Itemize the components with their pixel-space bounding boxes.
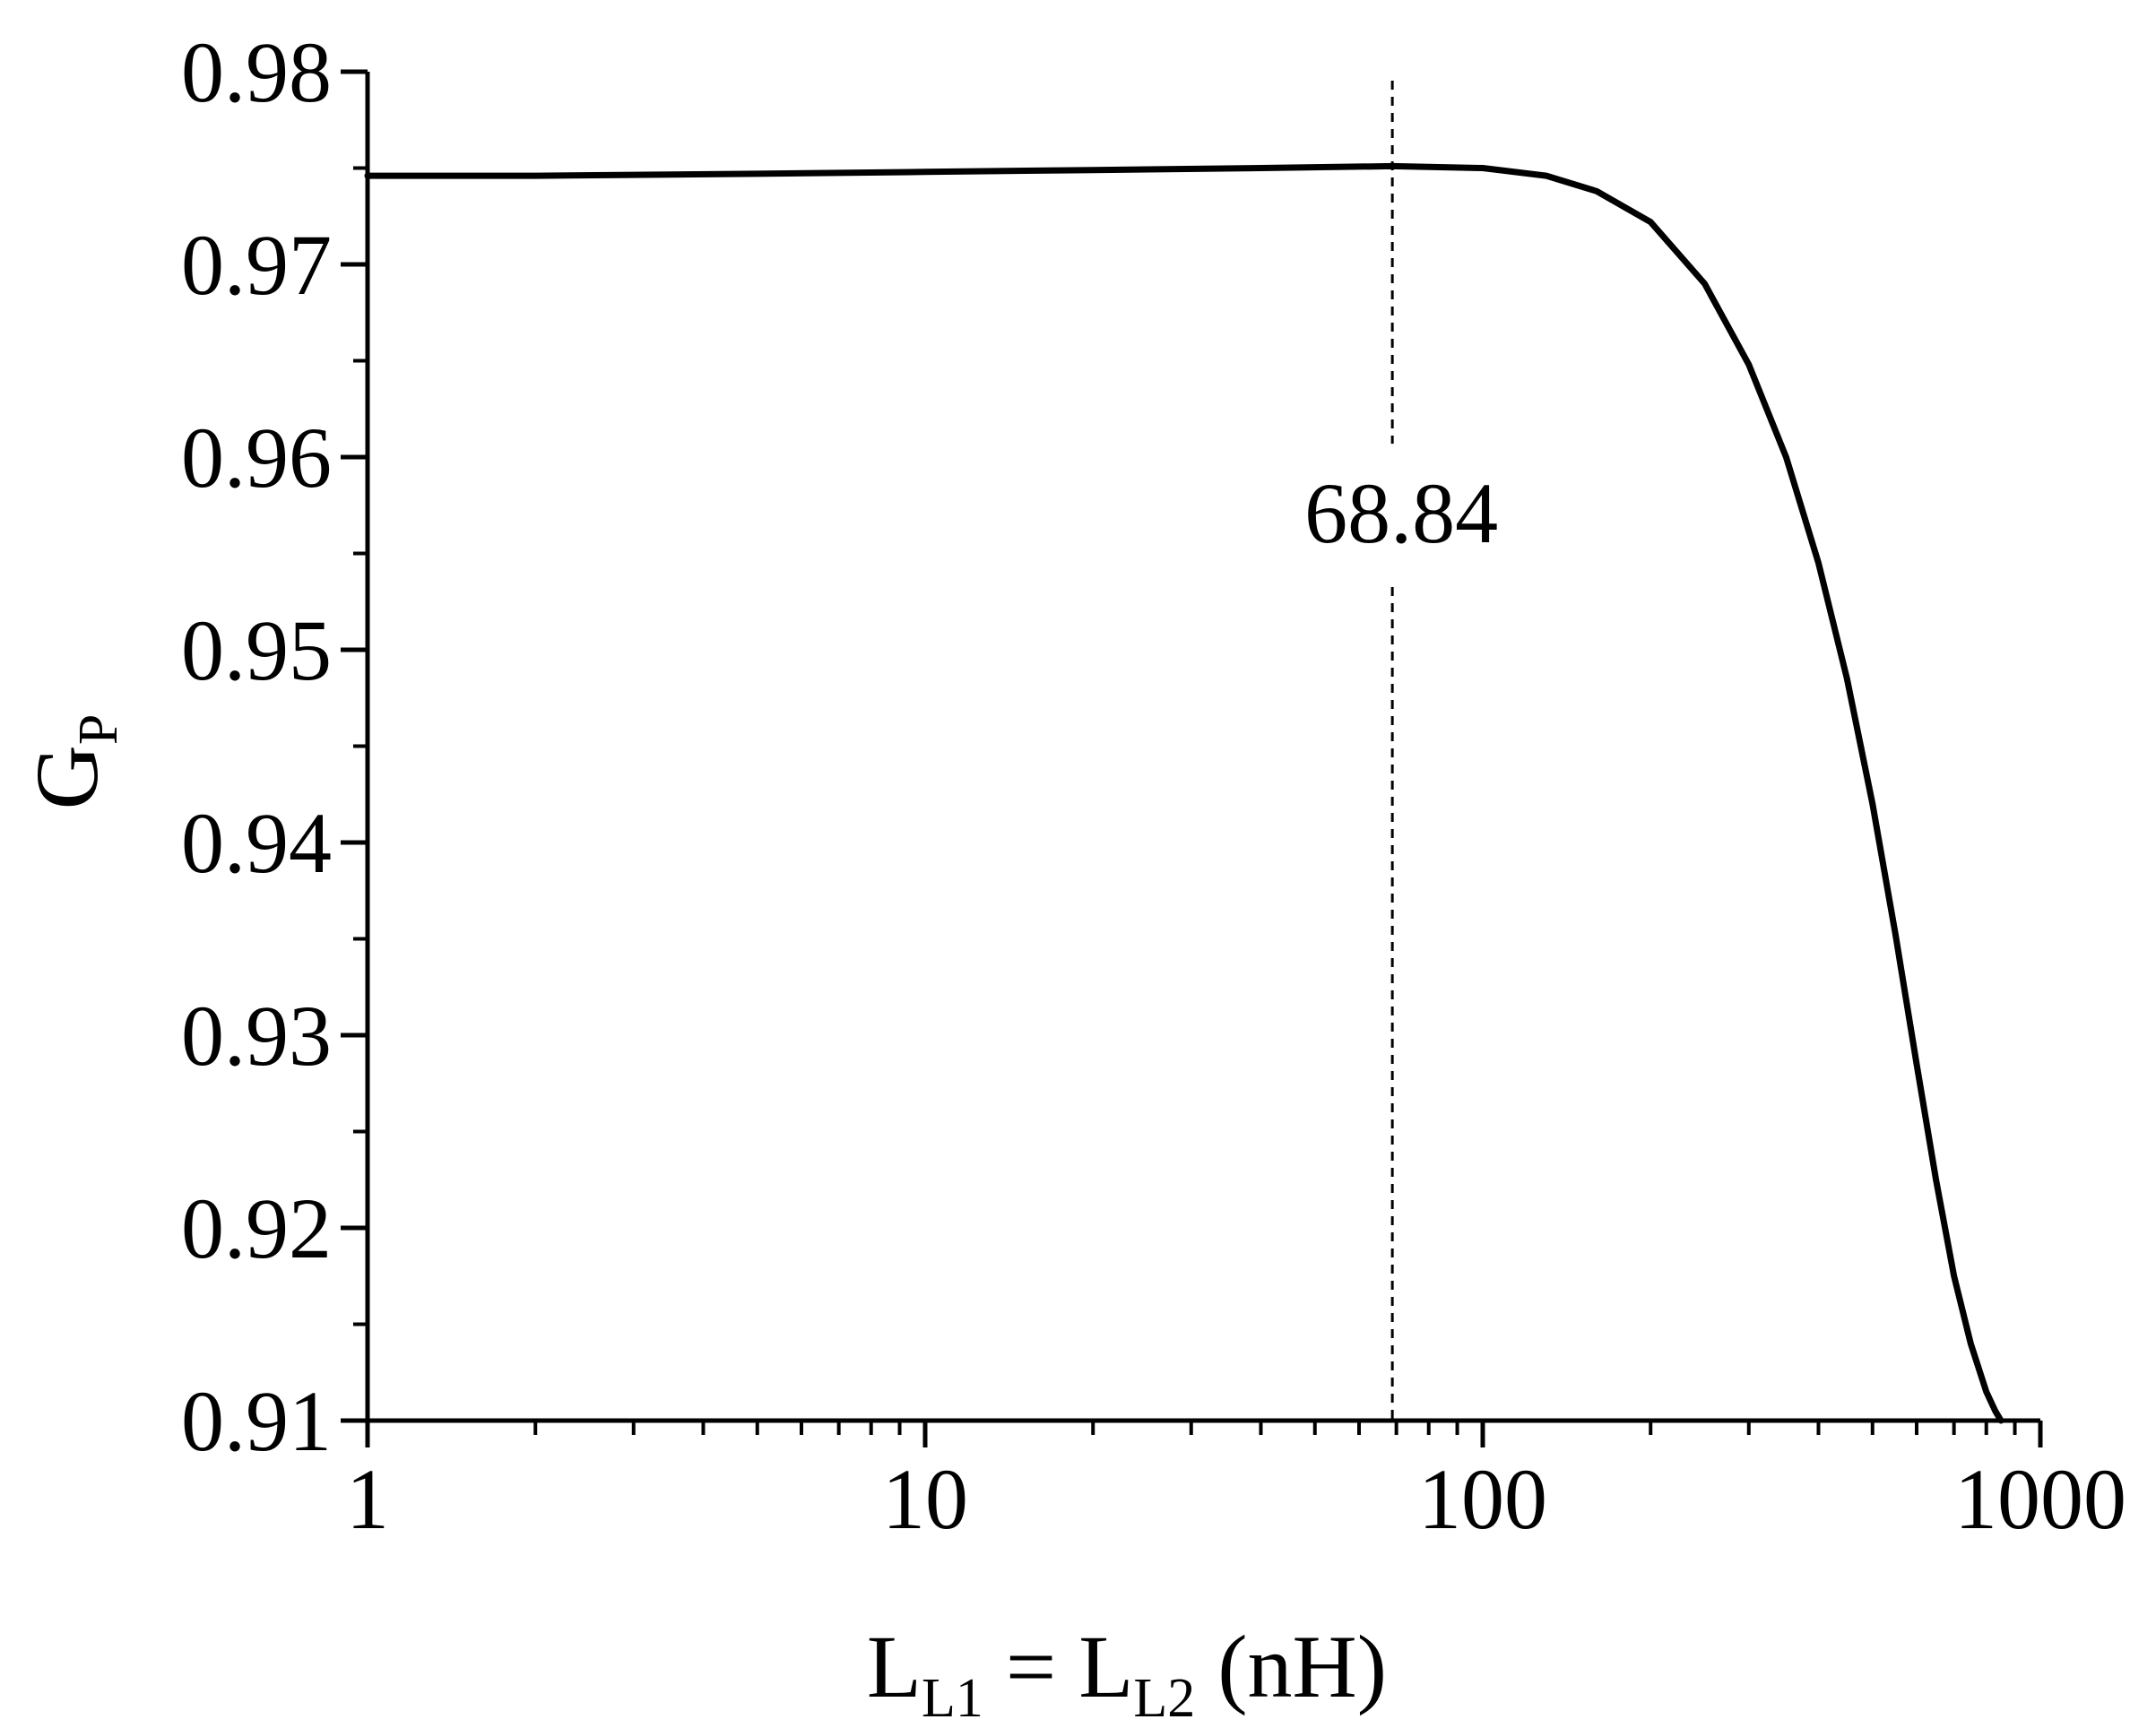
x-tick-label: 1000	[1954, 1451, 2126, 1547]
x-tick-label: 10	[882, 1451, 968, 1547]
x-axis: 1 10 100 1000	[346, 1418, 2126, 1547]
y-tick-label: 0.95	[181, 602, 332, 698]
y-tick-label: 0.96	[181, 410, 332, 505]
y-tick-label: 0.93	[181, 988, 332, 1084]
y-tick-label: 0.98	[181, 24, 332, 120]
x-tick-label: 100	[1418, 1451, 1547, 1547]
plot-area: 68.84	[364, 81, 2004, 1424]
y-tick-label: 0.91	[181, 1373, 332, 1469]
y-axis: 0.91 0.92 0.93 0.94 0.95 0.96 0.97 0.98	[181, 24, 370, 1469]
x-axis-title: LL1 = LL2 (nH)	[867, 1617, 1387, 1728]
series-line	[364, 162, 2004, 1424]
annotation-label: 68.84	[1304, 465, 1498, 561]
y-axis-title: GP	[17, 714, 129, 810]
x-tick-label: 1	[346, 1451, 389, 1547]
y-tick-label: 0.94	[181, 795, 332, 891]
y-tick-label: 0.92	[181, 1180, 332, 1276]
y-tick-label: 0.97	[181, 217, 332, 313]
